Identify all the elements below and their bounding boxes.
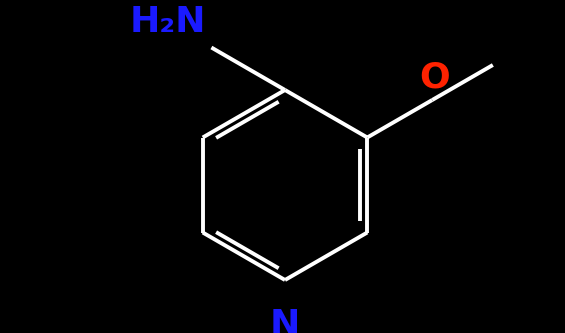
Text: N: N [270, 308, 300, 333]
Text: O: O [419, 60, 450, 94]
Text: H₂N: H₂N [130, 6, 206, 40]
